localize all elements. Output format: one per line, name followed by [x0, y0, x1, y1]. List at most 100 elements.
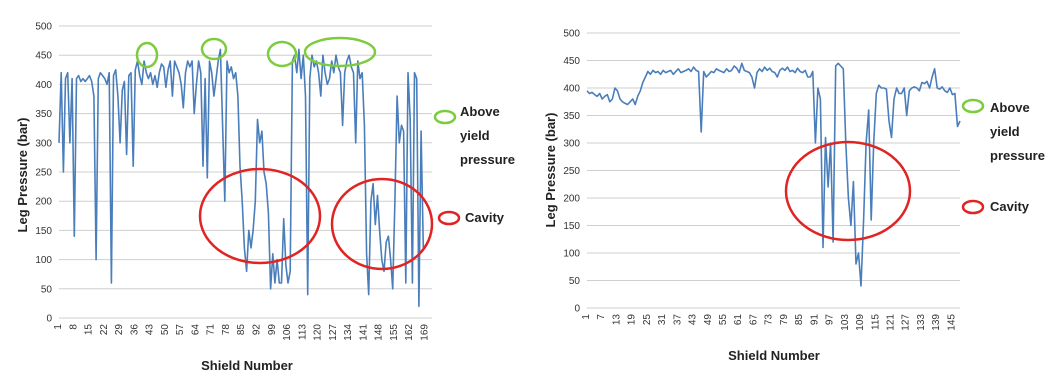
x-tick-label: 92 — [251, 324, 262, 336]
y-tick-label: 100 — [563, 249, 580, 260]
y-tick-label: 250 — [35, 168, 52, 179]
y-tick-label: 500 — [35, 22, 52, 33]
chart-right-series-line — [586, 62, 961, 287]
y-tick-label: 150 — [35, 226, 52, 237]
y-tick-label: 400 — [35, 80, 52, 91]
x-tick-label: 85 — [794, 314, 805, 326]
x-tick-label: 36 — [129, 324, 140, 336]
y-tick-label: 450 — [35, 51, 52, 62]
x-tick-label: 127 — [328, 324, 339, 341]
x-tick-label: 1 — [581, 314, 592, 320]
legend-cavity-swatch-right — [961, 199, 985, 215]
legend-cavity-label-right: Cavity — [990, 199, 1030, 214]
x-tick-label: 22 — [99, 324, 110, 336]
annotation-ellipse — [200, 37, 228, 61]
legend-cavity-swatch — [437, 210, 461, 226]
legend-above-yield-label-right: Above yield pressure — [990, 100, 1045, 163]
x-tick-label: 15 — [84, 324, 95, 336]
y-tick-label: 350 — [35, 109, 52, 120]
y-tick-label: 50 — [569, 276, 581, 287]
x-tick-label: 7 — [596, 314, 607, 320]
x-tick-label: 139 — [931, 314, 942, 331]
chart-right-y-axis-title: Leg Pressure (bar) — [543, 113, 558, 228]
x-tick-label: 106 — [282, 324, 293, 341]
y-tick-label: 100 — [35, 255, 52, 266]
annotation-ellipse — [784, 140, 912, 242]
x-tick-label: 99 — [267, 324, 278, 336]
x-tick-label: 162 — [404, 324, 415, 341]
x-tick-label: 103 — [840, 314, 851, 331]
x-tick-label: 121 — [885, 314, 896, 331]
x-tick-label: 37 — [672, 314, 683, 326]
y-tick-label: 250 — [563, 166, 580, 177]
x-tick-label: 13 — [611, 314, 622, 326]
chart-left-x-tick-labels: 1 8 15 22 29 36 43 50 57 64 71 78 85 92 99 106 113 120 127… — [53, 324, 430, 341]
x-tick-label: 1 — [53, 324, 64, 330]
chart-left-y-tick-labels: 0 50 100 150 200 250 300 350 400 450 500 — [35, 22, 52, 325]
x-tick-label: 97 — [825, 314, 836, 326]
x-tick-label: 134 — [343, 324, 354, 341]
x-tick-label: 19 — [627, 314, 638, 326]
x-tick-label: 31 — [657, 314, 668, 326]
y-tick-label: 150 — [563, 221, 580, 232]
annotation-ellipse — [266, 40, 298, 68]
chart-left-gridlines — [59, 25, 432, 319]
x-tick-label: 43 — [688, 314, 699, 326]
x-tick-label: 148 — [374, 324, 385, 341]
x-tick-label: 67 — [748, 314, 759, 326]
chart-left-annotation-ellipses — [135, 36, 434, 271]
x-tick-label: 145 — [946, 314, 957, 331]
chart-left-x-axis-title: Shield Number — [201, 358, 293, 373]
legend-cavity-label: Cavity — [465, 210, 505, 225]
chart-right: 0 50 100 150 200 250 300 350 400 450 500 1 7 13 19 25 3… — [543, 29, 1045, 364]
x-tick-label: 155 — [389, 324, 400, 341]
x-tick-label: 61 — [733, 314, 744, 326]
chart-right-y-tick-labels: 0 50 100 150 200 250 300 350 400 450 500 — [563, 29, 580, 315]
chart-left: 0 50 100 150 200 250 300 350 400 450 500 1 8 15 22 29 3… — [15, 22, 515, 374]
annotation-ellipse — [330, 177, 434, 271]
x-tick-label: 73 — [764, 314, 775, 326]
chart-right-x-tick-labels: 1 7 13 19 25 31 37 43 49 55 61 67 73 79 85 91 97 103 109 11… — [581, 314, 957, 331]
y-tick-label: 200 — [35, 197, 52, 208]
chart-left-series-line — [58, 48, 425, 308]
x-tick-label: 127 — [901, 314, 912, 331]
x-tick-label: 113 — [297, 324, 308, 340]
x-tick-label: 115 — [870, 314, 881, 330]
x-tick-label: 49 — [703, 314, 714, 326]
legend-above-yield-swatch-right — [961, 98, 985, 114]
x-tick-label: 71 — [206, 324, 217, 336]
x-tick-label: 79 — [779, 314, 790, 326]
y-tick-label: 50 — [41, 284, 53, 295]
y-tick-label: 0 — [46, 314, 52, 325]
x-tick-label: 29 — [114, 324, 125, 336]
x-tick-label: 57 — [175, 324, 186, 336]
x-tick-label: 169 — [419, 324, 430, 341]
annotation-ellipse — [135, 41, 159, 69]
y-tick-label: 0 — [574, 304, 580, 315]
y-tick-label: 400 — [563, 84, 580, 95]
x-tick-label: 43 — [145, 324, 156, 336]
chart-left-y-axis-title: Leg Pressure (bar) — [15, 118, 30, 233]
x-tick-label: 25 — [642, 314, 653, 326]
legend-above-yield-label: Above yield pressure — [460, 104, 515, 167]
x-tick-label: 78 — [221, 324, 232, 336]
y-tick-label: 500 — [563, 29, 580, 40]
x-tick-label: 64 — [190, 324, 201, 336]
chart-right-x-axis-title: Shield Number — [728, 348, 820, 363]
y-tick-label: 200 — [563, 194, 580, 205]
x-tick-label: 109 — [855, 314, 866, 331]
x-tick-label: 8 — [68, 324, 79, 330]
y-tick-label: 300 — [563, 139, 580, 150]
chart-right-annotation-ellipse — [784, 140, 912, 242]
annotation-ellipse — [303, 36, 377, 68]
x-tick-label: 50 — [160, 324, 171, 336]
x-tick-label: 91 — [809, 314, 820, 326]
x-tick-label: 85 — [236, 324, 247, 336]
legend-above-yield-swatch — [433, 109, 457, 125]
y-tick-label: 450 — [563, 56, 580, 67]
y-tick-label: 300 — [35, 138, 52, 149]
x-tick-label: 133 — [916, 314, 927, 331]
x-tick-label: 120 — [313, 324, 324, 341]
